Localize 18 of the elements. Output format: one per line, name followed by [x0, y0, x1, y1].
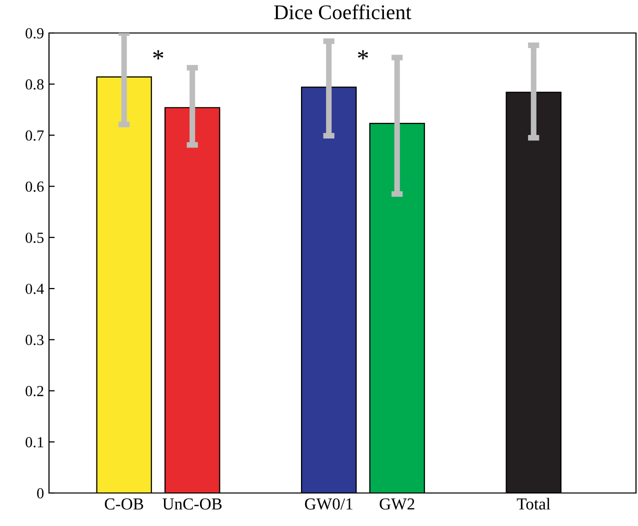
- x-tick-label: GW2: [380, 498, 414, 510]
- y-tick-label: 0.4: [26, 284, 44, 294]
- y-tick-label: 0.9: [26, 28, 44, 39]
- x-tick-label: C-OB: [104, 498, 144, 510]
- y-tick-label: 0.5: [26, 232, 44, 243]
- chart-title: Dice Coefficient: [274, 4, 412, 20]
- y-tick-label: 0.7: [26, 130, 44, 141]
- annotation: *: [153, 50, 164, 60]
- x-tick-label: Total: [516, 498, 550, 510]
- y-tick-label: 0.6: [26, 181, 44, 192]
- y-tick-label: 0.8: [26, 79, 44, 90]
- x-tick-label: UnC-OB: [162, 498, 222, 510]
- x-tick-label: GW0/1: [305, 498, 352, 510]
- y-tick-label: 0.1: [26, 437, 44, 448]
- y-tick-label: 0: [37, 488, 44, 498]
- annotation: *: [358, 50, 368, 60]
- y-tick-label: 0.2: [26, 386, 44, 396]
- y-tick-label: 0.3: [26, 334, 44, 346]
